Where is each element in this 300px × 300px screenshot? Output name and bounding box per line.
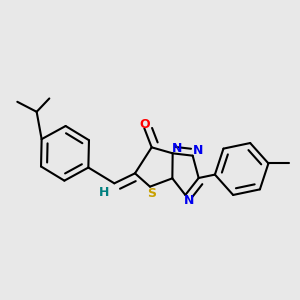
Text: N: N	[184, 194, 194, 206]
Text: N: N	[172, 142, 182, 154]
Text: H: H	[99, 186, 110, 199]
Text: O: O	[139, 118, 150, 131]
Text: N: N	[193, 145, 203, 158]
Text: S: S	[147, 187, 156, 200]
